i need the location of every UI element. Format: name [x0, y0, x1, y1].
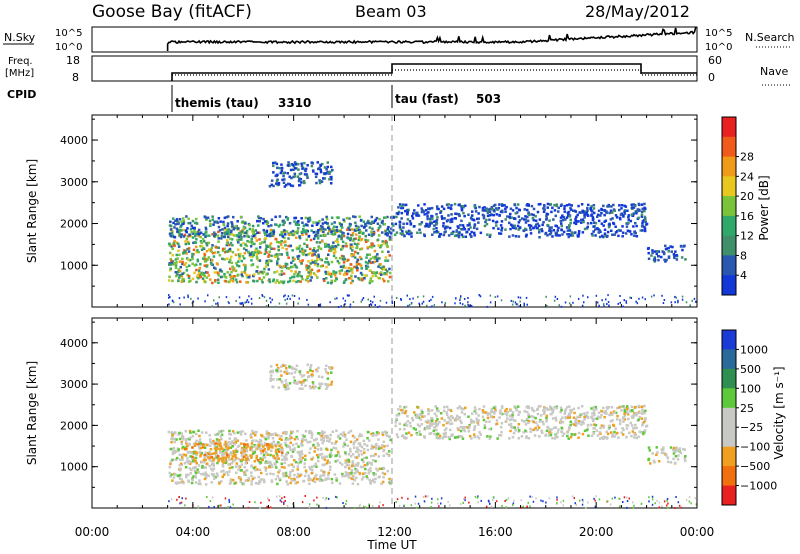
power-data: [167, 161, 697, 308]
power-colorbar: 4 8 12 16 20 24 28 Power [dB]: [721, 116, 771, 296]
date-title: 28/May/2012: [585, 2, 690, 21]
colorbar-tick-label: 1000: [740, 343, 768, 356]
nsearch-tick-low: 10^0: [705, 42, 732, 53]
y-tick-label: 3000: [60, 176, 88, 189]
colorbar-segment: [722, 117, 736, 138]
cpid-label: CPID: [7, 88, 36, 101]
freq-panel: Freq. [MHz] 18 8 60 0 Nave: [5, 54, 790, 86]
freq-tick-8: 8: [72, 71, 79, 84]
cpid-segment-2-name: tau (fast): [395, 92, 459, 106]
colorbar-tick-label: 12: [740, 230, 754, 243]
freq-label: Freq.: [8, 56, 33, 67]
nave-tick-60: 60: [708, 54, 722, 67]
colorbar-segment: [722, 176, 736, 197]
power-panel: 1000 2000 3000 4000 Slant Range [km]: [25, 114, 698, 308]
x-axis-label: Time UT: [366, 538, 417, 552]
colorbar-segment: [722, 485, 736, 506]
colorbar-segment: [722, 156, 736, 177]
colorbar-segment: [722, 196, 736, 217]
y-tick-label: 1000: [60, 461, 88, 474]
freq-trace: [171, 63, 697, 81]
colorbar-tick-label: 100: [740, 382, 761, 395]
colorbar-segment: [722, 407, 736, 428]
power-colorbar-label: Power [dB]: [757, 175, 771, 240]
x-tick-label: 12:00: [377, 525, 412, 539]
colorbar-segment: [722, 275, 736, 296]
x-tick-labels: 00:00 04:00 08:00 12:00 16:00 20:00 00:00: [75, 525, 715, 539]
freq-tick-18: 18: [66, 54, 80, 67]
colorbar-tick-label: 16: [740, 210, 754, 223]
colorbar-tick-label: 4: [740, 269, 747, 282]
y-tick-label: 4000: [60, 134, 88, 147]
cpid-segment-1-id: 3310: [278, 96, 311, 110]
nsearch-label: N.Search: [745, 31, 795, 44]
x-tick-label: 04:00: [176, 525, 211, 539]
beam-title: Beam 03: [355, 2, 427, 21]
nsky-label: N.Sky: [4, 31, 36, 44]
nsky-panel: N.Sky 10^5 10^0 10^5 10^0 N.Search: [3, 26, 795, 53]
nsearch-tick-high: 10^5: [705, 28, 732, 39]
colorbar-tick-label: 24: [740, 170, 754, 183]
velocity-data: [167, 363, 698, 509]
power-ylabel: Slant Range [km]: [25, 159, 39, 263]
colorbar-segment: [722, 215, 736, 237]
colorbar-segment: [722, 255, 736, 276]
colorbar-segment: [722, 330, 736, 350]
y-tick-label: 1000: [60, 259, 88, 272]
colorbar-segment: [722, 349, 736, 370]
colorbar-tick-label: 500: [740, 363, 761, 376]
colorbar-tick-label: 8: [740, 249, 747, 262]
velocity-panel: 1000 2000 3000 4000 Slant Range [km]: [25, 317, 698, 509]
freq-unit: [MHz]: [5, 68, 34, 79]
colorbar-tick-label: 25: [740, 402, 754, 415]
colorbar-segment: [722, 136, 736, 158]
colorbar-tick-label: 28: [740, 151, 754, 164]
x-tick-label: 08:00: [276, 525, 311, 539]
colorbar-segment: [722, 235, 736, 256]
nave-tick-0: 0: [708, 71, 715, 84]
colorbar-tick-label: −1000: [740, 480, 777, 493]
nave-label: Nave: [760, 65, 788, 78]
nave-trace: [172, 69, 697, 76]
cpid-segment-1-name: themis (tau): [175, 96, 259, 110]
colorbar-segment: [722, 388, 736, 409]
colorbar-tick-label: −25: [740, 421, 763, 434]
y-tick-label: 3000: [60, 378, 88, 391]
velocity-colorbar: 1000 500 100 25 −25 −100 −500 −1000 Velocity [m…: [721, 329, 786, 506]
nsky-trace: [166, 27, 697, 51]
x-tick-label: 20:00: [579, 525, 614, 539]
nsky-tick-low: 10^0: [55, 42, 82, 53]
cpid-row: CPID themis (tau) 3310 tau (fast) 503: [7, 85, 501, 112]
y-tick-label: 4000: [60, 337, 88, 350]
x-tick-label: 00:00: [680, 525, 715, 539]
colorbar-segment: [722, 368, 736, 389]
y-tick-label: 2000: [60, 218, 88, 231]
velocity-ylabel: Slant Range [km]: [25, 361, 39, 465]
colorbar-tick-label: −100: [740, 441, 770, 454]
colorbar-tick-label: 20: [740, 190, 754, 203]
cpid-segment-2-id: 503: [476, 92, 501, 106]
power-yticks: 1000 2000 3000 4000: [60, 118, 697, 287]
nsky-tick-high: 10^5: [55, 28, 82, 39]
colorbar-segment: [722, 427, 736, 448]
station-title: Goose Bay (fitACF): [92, 2, 252, 22]
y-tick-label: 2000: [60, 419, 88, 432]
colorbar-segment: [722, 446, 736, 467]
velocity-yticks: 1000 2000 3000 4000: [60, 321, 697, 488]
x-tick-label: 16:00: [478, 525, 513, 539]
velocity-colorbar-label: Velocity [m s⁻¹]: [772, 366, 786, 459]
colorbar-tick-label: −500: [740, 460, 770, 473]
x-tick-label: 00:00: [75, 525, 110, 539]
colorbar-segment: [722, 466, 736, 486]
